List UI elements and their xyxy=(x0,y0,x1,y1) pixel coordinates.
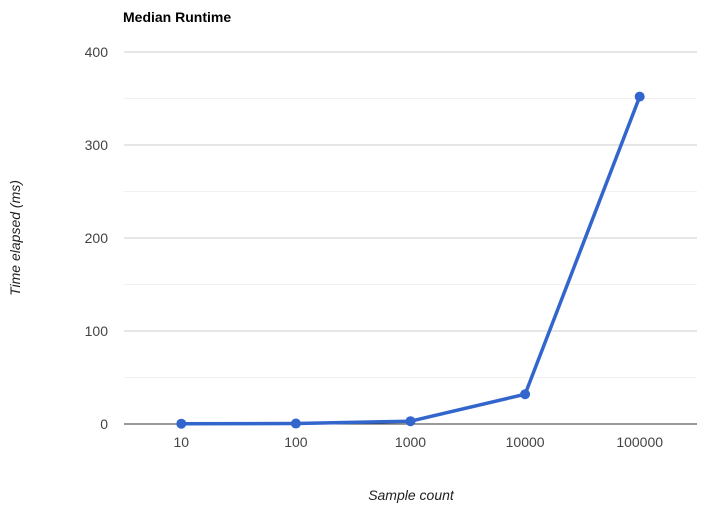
data-point xyxy=(176,418,187,429)
x-tick-label: 1000 xyxy=(395,434,426,450)
y-tick-label: 0 xyxy=(100,416,108,432)
y-tick-label: 200 xyxy=(85,230,109,246)
y-axis-ticks: 0 100 200 300 400 xyxy=(85,44,109,432)
data-point xyxy=(290,418,301,429)
x-tick-label: 100000 xyxy=(616,434,663,450)
x-tick-label: 10000 xyxy=(506,434,545,450)
y-axis-title: Time elapsed (ms) xyxy=(7,180,23,296)
y-tick-label: 100 xyxy=(85,323,109,339)
x-tick-label: 100 xyxy=(284,434,308,450)
x-axis-ticks: 10 100 1000 10000 100000 xyxy=(174,434,664,450)
series-layer xyxy=(176,91,645,429)
chart-title: Median Runtime xyxy=(123,9,231,25)
data-point xyxy=(634,91,645,102)
y-tick-label: 300 xyxy=(85,137,109,153)
data-point xyxy=(405,416,416,427)
y-tick-label: 400 xyxy=(85,44,109,60)
x-tick-label: 10 xyxy=(174,434,190,450)
x-axis-title: Sample count xyxy=(368,487,455,503)
data-point xyxy=(520,389,531,400)
